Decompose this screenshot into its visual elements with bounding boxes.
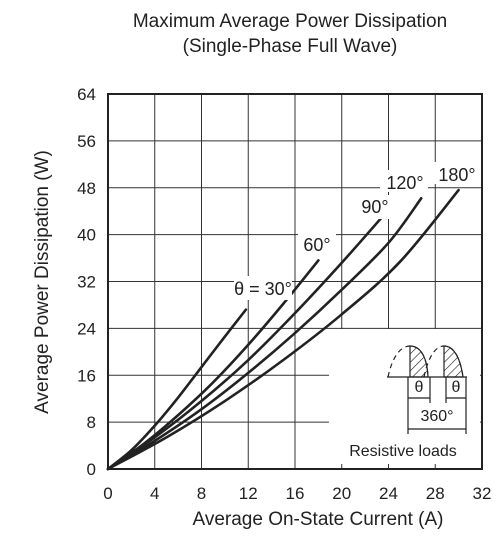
- label-bg-180: [432, 162, 480, 184]
- label-bg-30: [234, 276, 292, 300]
- curve-series-4: [106, 188, 460, 471]
- x-tick-label: 20: [332, 484, 351, 503]
- y-tick-label: 8: [87, 413, 96, 432]
- x-tick-label: 4: [150, 484, 159, 503]
- y-tick-label: 24: [77, 319, 96, 338]
- x-axis-ticks: 0 4 8 12 16 20 24 28 32: [103, 484, 491, 503]
- label-bg-120: [380, 170, 428, 192]
- curve-series-0: [106, 308, 248, 471]
- inset-load-label: Resistive loads: [349, 443, 457, 460]
- y-tick-label: 16: [77, 366, 96, 385]
- y-tick-label: 0: [87, 460, 96, 479]
- inset-theta-label-2: θ: [452, 379, 461, 396]
- y-tick-label: 40: [77, 226, 96, 245]
- curve-label-30: θ = 30°: [234, 279, 292, 299]
- x-tick-label: 28: [426, 484, 445, 503]
- inset-period-label: 360°: [420, 408, 453, 425]
- y-tick-label: 56: [77, 132, 96, 151]
- y-axis-ticks: 0 8 16 24 32 40 48 56 64: [77, 85, 96, 479]
- label-bg-90: [358, 195, 396, 219]
- curve-series-3: [106, 196, 423, 471]
- x-tick-label: 0: [103, 484, 112, 503]
- curve-series-2: [106, 211, 388, 471]
- x-tick-label: 8: [197, 484, 206, 503]
- label-bg-60: [298, 233, 336, 257]
- inset-theta-label-1: θ: [415, 379, 424, 396]
- x-axis-title: Average On-State Current (A): [193, 509, 444, 530]
- x-tick-label: 32: [473, 484, 492, 503]
- y-tick-label: 64: [77, 85, 96, 104]
- inset-waveform: θ θ 360° Resistive loads: [329, 329, 480, 464]
- chart-subtitle: (Single-Phase Full Wave): [183, 36, 398, 57]
- y-axis-title: Average Power Dissipation (W): [32, 150, 53, 414]
- curve-label-60: 60°: [303, 235, 330, 255]
- x-tick-label: 16: [286, 484, 305, 503]
- plot-frame: [107, 93, 483, 470]
- x-tick-label: 12: [239, 484, 258, 503]
- y-tick-label: 48: [77, 179, 96, 198]
- curves: [106, 188, 460, 471]
- chart-title: Maximum Average Power Dissipation: [133, 11, 447, 32]
- y-tick-label: 32: [77, 273, 96, 292]
- curve-label-90: 90°: [361, 197, 388, 217]
- x-tick-label: 24: [379, 484, 398, 503]
- curve-label-180: 180°: [438, 165, 475, 185]
- curve-label-120: 120°: [386, 173, 423, 193]
